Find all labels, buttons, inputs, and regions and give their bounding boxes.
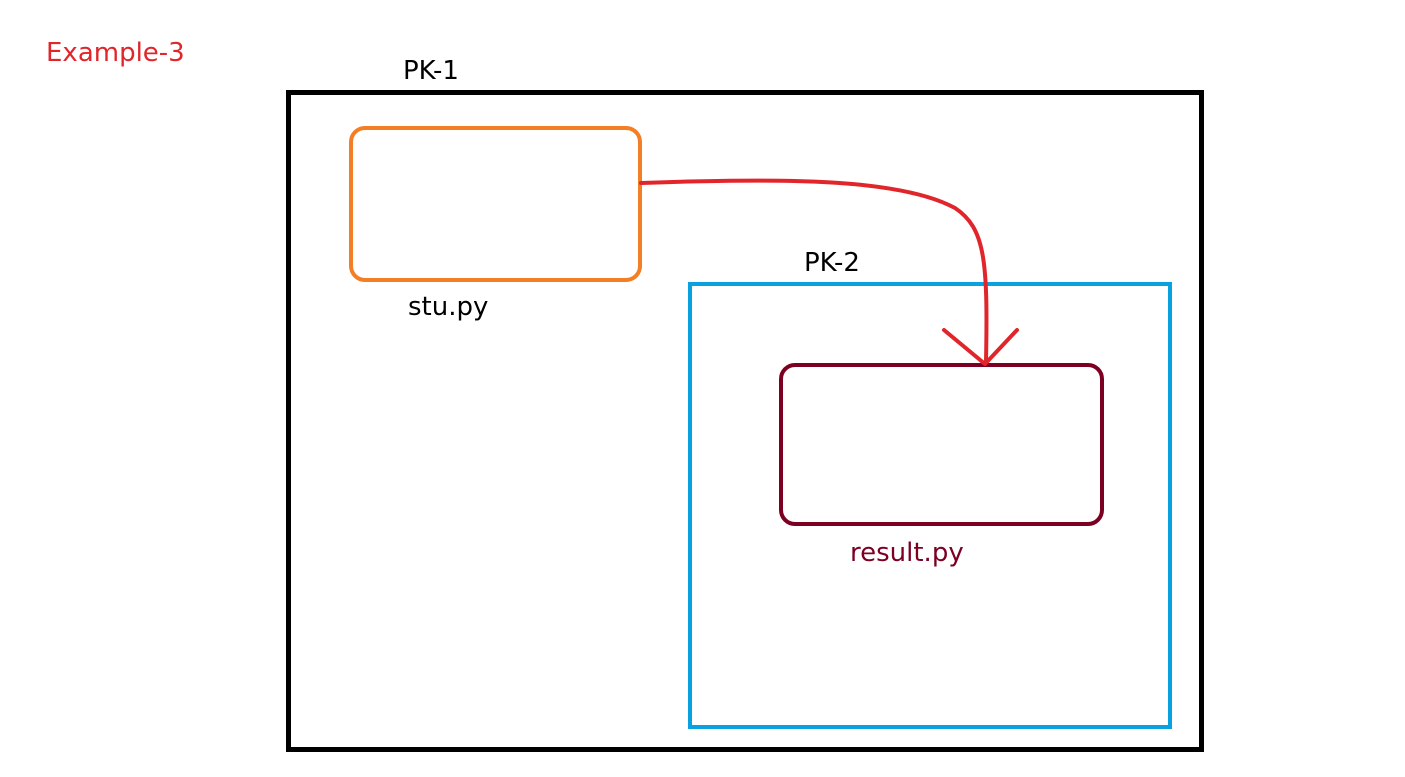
module-stu-label: stu.py	[408, 292, 489, 322]
package-pk1-box	[286, 90, 1204, 752]
import-arrow-line	[639, 178, 989, 364]
module-stu-box	[349, 126, 642, 282]
package-pk2-label: PK-2	[804, 248, 860, 278]
package-pk2-box	[688, 282, 1172, 729]
package-pk1-label: PK-1	[403, 56, 459, 86]
module-result-label: result.py	[850, 538, 964, 568]
import-arrow-head	[942, 328, 1019, 366]
module-result-box	[779, 363, 1104, 526]
diagram-title: Example-3	[46, 38, 185, 68]
